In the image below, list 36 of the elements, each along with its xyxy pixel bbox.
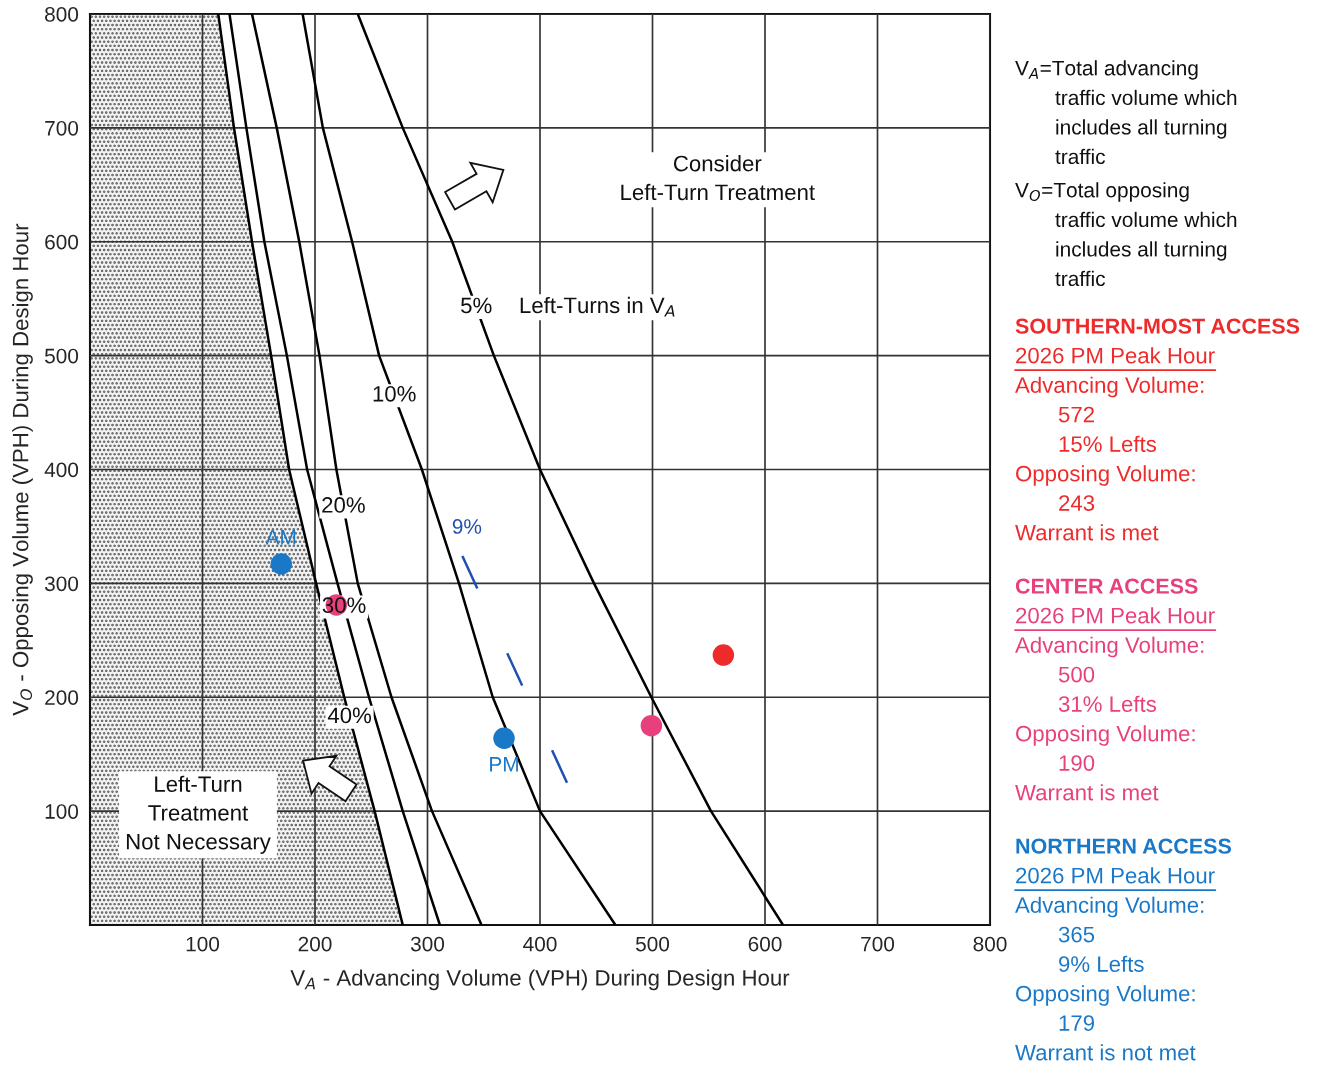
y-tick-label: 100: [45, 804, 79, 819]
annotation: Left-Turns in V$_{A}$: [520, 296, 675, 317]
y-tick-label: 200: [45, 690, 79, 705]
x-tick-label: 800: [973, 936, 1007, 952]
y-tick-label: 500: [44, 348, 79, 364]
text: CENTER ACCESS: [1015, 578, 1198, 594]
text: 2026 PM Peak Hour Advancing Volume: 365 9% Lefts Opposing Volume: 179 Warrant is not met: [1015, 867, 1215, 1061]
y-tick-label: 700: [45, 120, 79, 136]
x-tick-label: 600: [748, 936, 782, 952]
x-tick-label: 300: [410, 936, 445, 952]
text: SOUTHERN-MOST ACCESS: [1015, 318, 1300, 334]
series-label: 20%: [322, 497, 365, 513]
y-axis-title: V$_{O}$ - Opposing Volume (VPH) During Design Hour: [12, 223, 33, 716]
x-axis-title: V$_{A}$ - Advancing Volume (VPH) During Design Hour: [290, 969, 790, 991]
x-tick-label: 500: [635, 936, 670, 952]
series-label: 40%: [327, 707, 372, 724]
y-tick-label: 800: [45, 7, 79, 22]
text: 2026 PM Peak Hour Advancing Volume: 572 15% Lefts Opposing Volume: 243 Warrant is met: [1015, 347, 1215, 541]
y-tick-label: 600: [45, 234, 79, 250]
text: V$_{O}$=Total opposing traffic volume which includes all turning traffic: [1015, 182, 1237, 287]
y-tick-label: 400: [44, 462, 79, 478]
text: NORTHERN ACCESS: [1016, 838, 1232, 854]
x-tick-label: 100: [186, 936, 220, 952]
annotation: 9%: [452, 519, 482, 534]
annotation: AM: [265, 530, 296, 545]
series-label: 5%: [461, 297, 492, 314]
x-tick-label: 400: [523, 936, 557, 952]
annotation: PM: [490, 757, 518, 772]
text: 2026 PM Peak Hour Advancing Volume: 500 31% Lefts Opposing Volume: 190 Warrant is met: [1015, 607, 1215, 801]
annotation: Consider Left-Turn Treatment: [621, 155, 815, 201]
x-tick-label: 200: [298, 936, 332, 952]
y-tick-label: 300: [44, 576, 79, 592]
annotation: Left-Turn Treatment Not Necessary: [126, 775, 271, 854]
text: V$_{A}$=Total advancing traffic volume which includes all turning traffic: [1015, 60, 1237, 165]
x-tick-label: 700: [861, 936, 895, 952]
series-label: 10%: [373, 385, 416, 402]
